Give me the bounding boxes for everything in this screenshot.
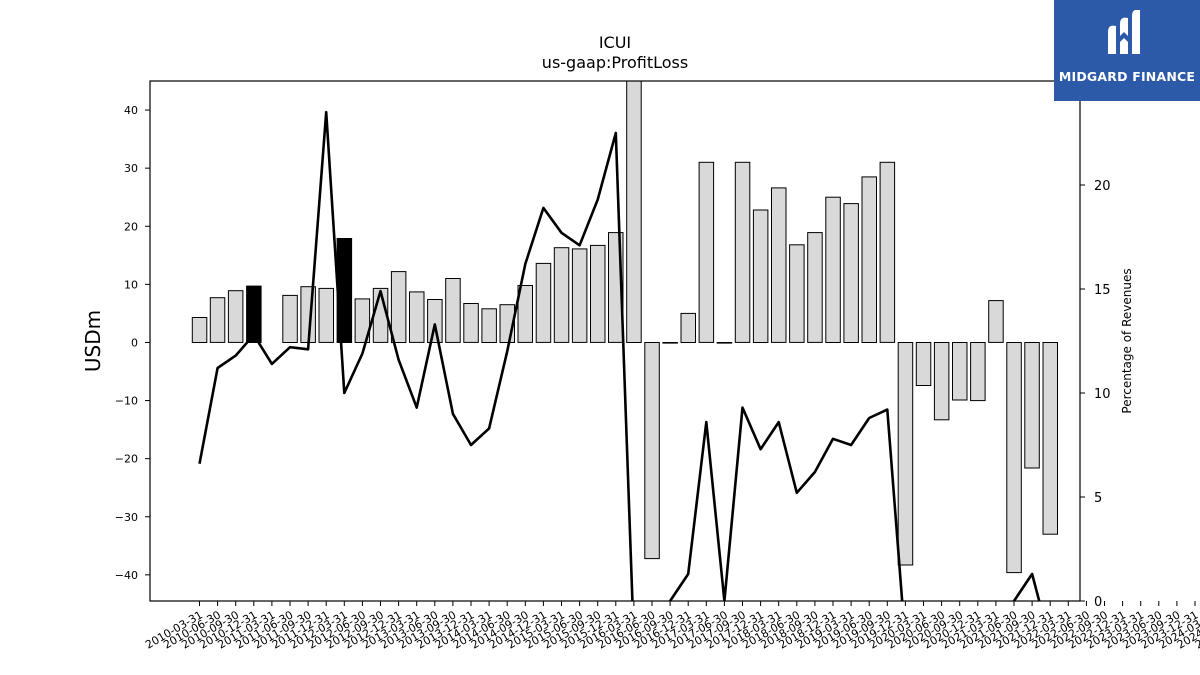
bar-2021-03-31 — [988, 300, 1004, 343]
y-tick-label: 0 — [131, 336, 138, 349]
plot-frame — [149, 80, 1081, 602]
bar-2012-12-31 — [390, 271, 407, 344]
bar-2011-06-30 — [282, 294, 298, 343]
bar-2018-03-31 — [771, 187, 787, 343]
y-tick-label: −30 — [115, 511, 138, 524]
y-tick-label: −10 — [115, 395, 138, 408]
bar-2020-03-31 — [915, 342, 932, 386]
chart-title: ICUI — [599, 33, 631, 52]
bar-2019-03-31 — [843, 203, 859, 343]
bar-2010-12-31 — [246, 285, 262, 344]
y2-tick-label: 5 — [1094, 491, 1102, 506]
y2-tick-label: 20 — [1094, 179, 1111, 194]
bar-2021-06-30 — [1006, 342, 1022, 574]
bar-2020-12-31 — [970, 342, 986, 402]
bar-2016-12-31 — [680, 312, 696, 343]
bar-2017-06-30 — [716, 342, 733, 344]
bar-2020-09-30 — [952, 342, 968, 401]
bar-2013-03-31 — [409, 291, 425, 343]
y2-axis-label: Percentage of Revenues — [1120, 268, 1134, 413]
bar-2010-03-31 — [191, 317, 208, 343]
bar-2013-09-30 — [445, 278, 461, 343]
bar-2011-12-31 — [318, 287, 334, 343]
bar-2014-03-31 — [481, 308, 497, 343]
y2-tick-label: 0 — [1094, 595, 1102, 610]
bar-2021-12-31 — [1042, 342, 1058, 535]
bar-2013-12-31 — [463, 303, 479, 343]
brand-logo: MIDGARD FINANCE — [1054, 0, 1200, 101]
line-percentage-of-revenues — [198, 110, 1041, 601]
bar-2015-06-30 — [571, 248, 588, 343]
y-tick-label: 30 — [124, 162, 138, 175]
y-tick-label: 20 — [124, 220, 138, 233]
y2-tick-label: 15 — [1094, 283, 1111, 298]
midgard-logo-icon — [1108, 10, 1140, 55]
bar-2016-06-30 — [644, 342, 660, 560]
bar-2015-09-30 — [590, 244, 606, 343]
y2-tick-label: 10 — [1094, 387, 1111, 402]
bar-2010-06-30 — [209, 297, 226, 343]
y-tick-label: −40 — [115, 569, 138, 582]
bar-2013-06-30 — [427, 299, 443, 343]
bar-2018-09-30 — [807, 232, 823, 343]
bar-2018-12-31 — [825, 196, 841, 343]
bar-2017-09-30 — [734, 161, 751, 343]
bar-2020-06-30 — [933, 342, 950, 421]
bar-2016-03-31 — [626, 81, 642, 343]
bar-2019-12-31 — [897, 342, 914, 566]
y-tick-label: 10 — [124, 278, 138, 291]
bar-2016-09-30 — [662, 342, 678, 344]
bar-2012-06-30 — [354, 298, 371, 343]
y-axis-right: 0 5 10 15 20 — [1080, 179, 1111, 610]
y-tick-label: −20 — [115, 453, 138, 466]
bar-2019-06-30 — [861, 176, 877, 343]
bar-2015-03-31 — [553, 247, 570, 343]
bar-2019-09-30 — [879, 161, 896, 343]
x-axis: 2010-03-312010-06-302010-09-302010-12-31… — [143, 601, 1200, 652]
bar-2014-09-30 — [517, 285, 533, 343]
bar-2018-06-30 — [789, 244, 805, 343]
y-tick-label: 40 — [124, 104, 138, 117]
y-axis-label: USDm — [81, 310, 105, 372]
bar-2010-09-30 — [227, 290, 244, 343]
line-series — [198, 110, 1041, 601]
bar-2017-12-31 — [752, 209, 769, 343]
brand-name: MIDGARD FINANCE — [1058, 69, 1196, 84]
y-axis-left: −40 −30 −20 −10 0 10 20 30 40 — [115, 104, 150, 582]
chart-subtitle: us-gaap:ProfitLoss — [542, 53, 688, 72]
bar-2017-03-31 — [698, 161, 715, 343]
bar-2014-12-31 — [535, 262, 552, 343]
bar-2021-09-30 — [1024, 342, 1040, 469]
